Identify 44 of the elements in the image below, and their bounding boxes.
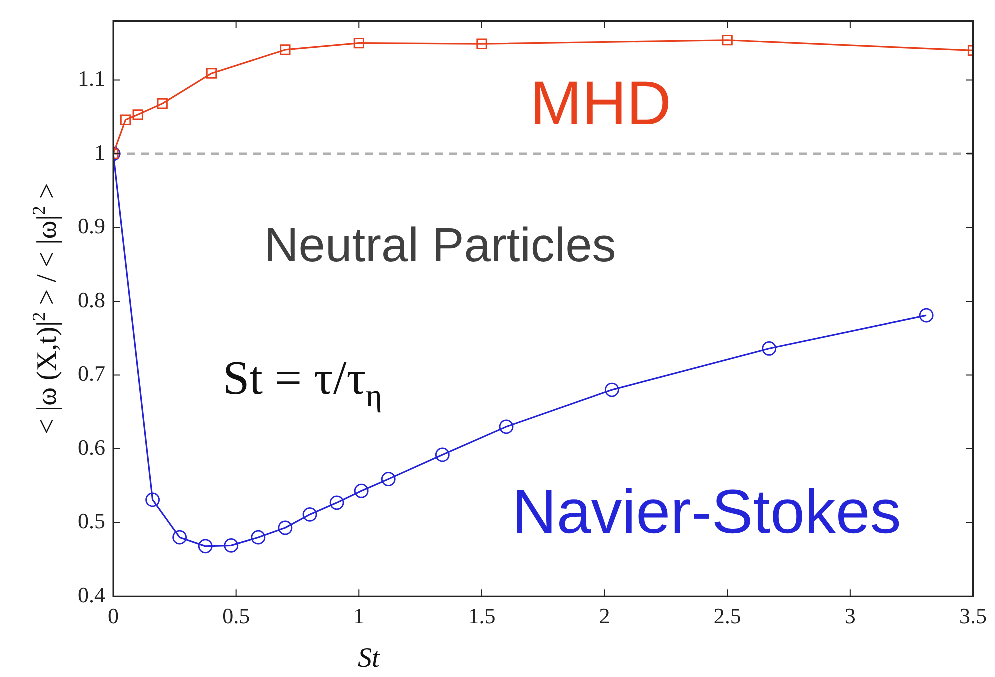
series-label: Navier-Stokes	[512, 478, 902, 548]
point	[280, 44, 291, 56]
point	[330, 496, 344, 510]
y-tick-label: 1	[94, 140, 106, 165]
point	[251, 530, 266, 545]
x-tick-label: 0.5	[222, 604, 250, 629]
point	[919, 308, 934, 323]
y-tick-label: 0.8	[78, 287, 106, 312]
point	[499, 420, 514, 434]
x-tick-label: 1	[354, 604, 365, 629]
x-tick-label: 0	[108, 604, 119, 629]
point	[722, 35, 733, 46]
y-tick-label: 0.5	[78, 508, 106, 534]
x-tick-label: 1.5	[468, 604, 496, 629]
x-tick-label: 3	[844, 604, 856, 629]
annotation: Neutral Particles	[264, 220, 616, 273]
point	[381, 472, 396, 487]
x-axis-title: St	[358, 643, 381, 674]
y-tick-label: 0.9	[78, 214, 106, 239]
point	[354, 38, 364, 49]
y-axis-title: < |ω (X,t)|2 > / < |ω|2 >	[28, 183, 63, 434]
point	[120, 114, 132, 126]
y-tick-label: 0.7	[78, 361, 106, 386]
point	[354, 484, 369, 498]
series-label: MHD	[530, 70, 672, 139]
point	[604, 382, 620, 398]
y-tick-label: 1.1	[78, 66, 106, 91]
point	[172, 530, 188, 545]
point	[278, 520, 293, 536]
point	[224, 538, 239, 553]
point	[146, 492, 160, 508]
y-tick-label: 0.6	[78, 434, 106, 460]
point	[302, 508, 318, 522]
point	[435, 448, 450, 462]
x-tick-label: 2.5	[714, 604, 742, 629]
y-tick-label: 0.4	[78, 582, 106, 608]
point	[476, 38, 488, 50]
point	[157, 98, 168, 110]
point	[206, 68, 218, 79]
point	[198, 539, 213, 554]
point	[762, 342, 777, 356]
x-tick-label: 3.5	[960, 604, 987, 629]
point	[132, 110, 144, 120]
x-tick-label: 2	[599, 604, 610, 629]
